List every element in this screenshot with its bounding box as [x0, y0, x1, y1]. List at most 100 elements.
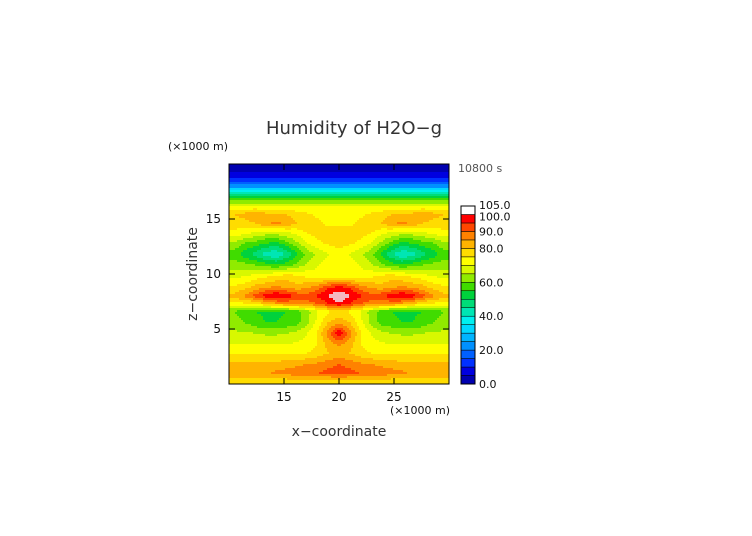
heatmap-cell [267, 164, 270, 167]
heatmap-cell [323, 178, 326, 181]
heatmap-cell [309, 226, 312, 229]
heatmap-cell [293, 206, 296, 209]
heatmap-cell [303, 172, 306, 175]
heatmap-cell [377, 206, 380, 209]
heatmap-cell [341, 228, 344, 231]
heatmap-cell [335, 170, 338, 173]
heatmap-cell [441, 202, 444, 205]
heatmap-cell [445, 222, 448, 225]
heatmap-cell [357, 236, 360, 239]
heatmap-cell [267, 212, 270, 215]
heatmap-cell [275, 180, 278, 183]
heatmap-cell [399, 198, 402, 201]
heatmap-cell [313, 192, 316, 195]
heatmap-cell [427, 202, 430, 205]
heatmap-cell [329, 210, 332, 213]
heatmap-cell [281, 230, 284, 233]
heatmap-cell [277, 194, 280, 197]
heatmap-cell [267, 186, 270, 189]
heatmap-cell [275, 196, 278, 199]
heatmap-cell [301, 218, 304, 221]
heatmap-cell [409, 196, 412, 199]
heatmap-cell [401, 214, 404, 217]
heatmap-cell [325, 218, 328, 221]
heatmap-cell [383, 232, 386, 235]
heatmap-cell [289, 176, 292, 179]
heatmap-cell [233, 234, 236, 237]
heatmap-cell [441, 198, 444, 201]
heatmap-cell [373, 202, 376, 205]
heatmap-cell [301, 190, 304, 193]
heatmap-cell [351, 230, 354, 233]
heatmap-cell [375, 196, 378, 199]
heatmap-cell [255, 178, 258, 181]
heatmap-cell [309, 170, 312, 173]
heatmap-cell [377, 168, 380, 171]
heatmap-cell [307, 200, 310, 203]
heatmap-cell [435, 198, 438, 201]
heatmap-cell [233, 208, 236, 211]
heatmap-cell [409, 230, 412, 233]
heatmap-cell [301, 222, 304, 225]
heatmap-cell [347, 178, 350, 181]
heatmap-cell [359, 198, 362, 201]
heatmap-cell [435, 214, 438, 217]
heatmap-cell [297, 190, 300, 193]
heatmap-cell [359, 184, 362, 187]
heatmap-cell [399, 200, 402, 203]
heatmap-cell [281, 218, 284, 221]
heatmap-cell [241, 178, 244, 181]
heatmap-cell [347, 204, 350, 207]
heatmap-cell [251, 230, 254, 233]
heatmap-cell [443, 198, 446, 201]
heatmap-cell [287, 166, 290, 169]
heatmap-cell [279, 208, 282, 211]
heatmap-cell [247, 220, 250, 223]
heatmap-cell [257, 208, 260, 211]
heatmap-cell [341, 202, 344, 205]
heatmap-cell [279, 180, 282, 183]
heatmap-cell [439, 226, 442, 229]
heatmap-cell [291, 196, 294, 199]
heatmap-cell [403, 218, 406, 221]
heatmap-cell [397, 170, 400, 173]
heatmap-cell [337, 230, 340, 233]
heatmap-cell [317, 228, 320, 231]
heatmap-cell [315, 178, 318, 181]
heatmap-cell [231, 202, 234, 205]
heatmap-cell [385, 232, 388, 235]
heatmap-cell [285, 222, 288, 225]
heatmap-cell [439, 164, 442, 167]
heatmap-cell [247, 176, 250, 179]
heatmap-cell [327, 172, 330, 175]
heatmap-cell [353, 184, 356, 187]
heatmap-cell [249, 208, 252, 211]
heatmap-cell [329, 184, 332, 187]
heatmap-cell [341, 178, 344, 181]
heatmap-cell [349, 236, 352, 239]
heatmap-cell [279, 186, 282, 189]
heatmap-cell [263, 200, 266, 203]
heatmap-cell [329, 208, 332, 211]
heatmap-cell [383, 186, 386, 189]
heatmap-cell [441, 234, 444, 237]
heatmap-cell [391, 220, 394, 223]
heatmap-cell [411, 184, 414, 187]
heatmap-cell [341, 174, 344, 177]
heatmap-cell [321, 222, 324, 225]
heatmap-cell [327, 188, 330, 191]
heatmap-cell [323, 198, 326, 201]
heatmap-cell [267, 190, 270, 193]
heatmap-cell [245, 236, 248, 239]
heatmap-cell [351, 198, 354, 201]
heatmap-cell [393, 222, 396, 225]
heatmap-cell [361, 232, 364, 235]
heatmap-cell [243, 174, 246, 177]
heatmap-cell [421, 200, 424, 203]
heatmap-cell [429, 170, 432, 173]
heatmap-cell [411, 206, 414, 209]
heatmap-cell [229, 196, 232, 199]
heatmap-cell [393, 212, 396, 215]
heatmap-cell [309, 176, 312, 179]
heatmap-cell [395, 194, 398, 197]
